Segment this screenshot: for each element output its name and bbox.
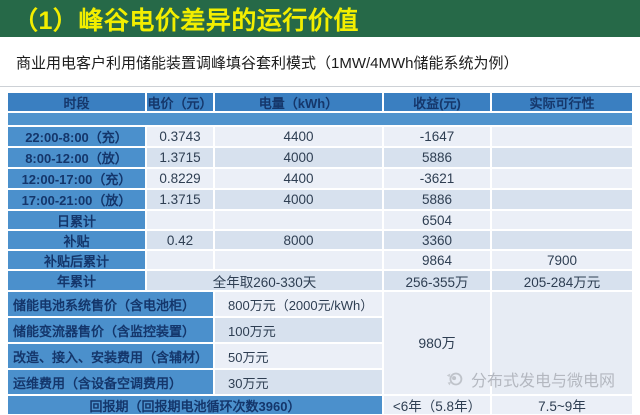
page-title: （1）峰谷电价差异的运行价值 xyxy=(13,6,359,35)
header-cell-period: 时段 xyxy=(8,93,145,111)
summary-label-cell: 日累计 xyxy=(8,211,145,229)
slide-title-bar: （1）峰谷电价差异的运行价值 xyxy=(0,0,640,37)
cost-value-cell: 50万元 xyxy=(215,344,382,368)
feasibility-cell xyxy=(492,190,632,209)
summary-label-cell: 补贴 xyxy=(8,231,145,249)
cost-label-cell: 储能变流器售价（含监控装置） xyxy=(8,318,213,342)
period-cell: 8:00-12:00（放） xyxy=(8,148,145,167)
period-cell: 12:00-17:00（充） xyxy=(8,169,145,188)
price-cell xyxy=(147,251,213,269)
income-cell: -1647 xyxy=(384,127,490,146)
energy-cell: 4400 xyxy=(215,127,382,146)
income-cell: 9864 xyxy=(384,251,490,269)
income-cell: -3621 xyxy=(384,169,490,188)
header-cell-income: 收益(元) xyxy=(384,93,490,111)
cost-value-cell: 800万元（2000元/kWh） xyxy=(215,292,382,316)
feasibility-cell xyxy=(492,127,632,146)
feasibility-cell: 205-284万元 xyxy=(492,271,632,290)
cost-label-cell: 运维费用（含设备空调费用） xyxy=(8,370,213,394)
cost-label-cell: 储能电池系统售价（含电池柜） xyxy=(8,292,213,316)
energy-cell: 4000 xyxy=(215,148,382,167)
feasibility-cell: 7900 xyxy=(492,251,632,269)
payback-value-cell: <6年（5.8年） xyxy=(384,396,490,414)
tariff-table: 时段 电价（元） 电量（kWh） 收益(元) 实际可行性 22:00-8:00（… xyxy=(8,93,632,414)
subtitle: 商业用电客户利用储能装置调峰填谷套利模式（1MW/4MWh储能系统为例） xyxy=(16,55,519,72)
energy-cell xyxy=(215,251,382,269)
period-cell: 17:00-21:00（放） xyxy=(8,190,145,209)
header-cell-price: 电价（元） xyxy=(147,93,213,111)
income-cell: 5886 xyxy=(384,190,490,209)
year-days-cell: 全年取260-330天 xyxy=(147,271,382,290)
price-cell: 0.42 xyxy=(147,231,213,249)
summary-label-cell: 补贴后累计 xyxy=(8,251,145,269)
energy-cell: 4400 xyxy=(215,169,382,188)
price-cell: 0.3743 xyxy=(147,127,213,146)
feasibility-cell xyxy=(492,211,632,229)
price-cell xyxy=(147,211,213,229)
price-cell: 1.3715 xyxy=(147,190,213,209)
summary-label-cell: 年累计 xyxy=(8,271,145,290)
header-cell-energy: 电量（kWh） xyxy=(215,93,382,111)
income-cell: 256-355万 xyxy=(384,271,490,290)
period-cell: 22:00-8:00（充） xyxy=(8,127,145,146)
price-cell: 1.3715 xyxy=(147,148,213,167)
price-cell: 0.8229 xyxy=(147,169,213,188)
feasibility-cell xyxy=(492,148,632,167)
cost-label-cell: 改造、接入、安装费用（含辅材） xyxy=(8,344,213,368)
energy-cell: 4000 xyxy=(215,190,382,209)
energy-cell xyxy=(215,211,382,229)
divider-line xyxy=(0,86,640,87)
payback-feasibility-cell: 7.5~9年 xyxy=(492,396,632,414)
income-cell: 5886 xyxy=(384,148,490,167)
header-cell-feasibility: 实际可行性 xyxy=(492,93,632,111)
income-cell: 3360 xyxy=(384,231,490,249)
payback-label-cell: 回报期（回报期电池循环次数3960） xyxy=(8,396,382,414)
cost-value-cell: 30万元 xyxy=(215,370,382,394)
energy-cell: 8000 xyxy=(215,231,382,249)
feasibility-cell xyxy=(492,231,632,249)
income-cell: 6504 xyxy=(384,211,490,229)
cost-total-cell: 980万 xyxy=(384,292,490,394)
cost-value-cell: 100万元 xyxy=(215,318,382,342)
feasibility-merged-cell xyxy=(492,292,632,394)
spacer-row xyxy=(8,113,632,125)
feasibility-cell xyxy=(492,169,632,188)
